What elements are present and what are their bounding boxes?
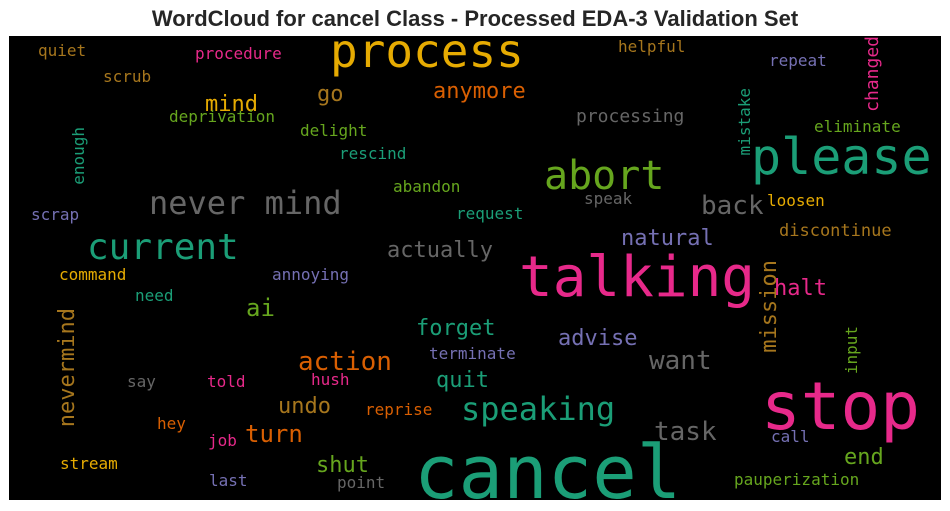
word-request: request: [456, 204, 524, 223]
word-talking: talking: [519, 245, 756, 310]
word-processing: processing: [576, 106, 685, 127]
word-loosen: loosen: [767, 191, 825, 210]
chart-title: WordCloud for cancel Class - Processed E…: [151, 6, 799, 31]
word-shut: shut: [316, 453, 369, 478]
word-deprivation: deprivation: [169, 107, 275, 126]
word-eliminate: eliminate: [814, 117, 901, 136]
word-ai: ai: [246, 294, 275, 322]
word-anymore: anymore: [433, 79, 526, 104]
word-advise: advise: [558, 326, 638, 351]
word-annoying: annoying: [272, 265, 350, 284]
word-quit: quit: [436, 368, 489, 393]
word-delight: delight: [300, 121, 368, 140]
word-end: end: [844, 445, 884, 470]
word-abandon: abandon: [393, 177, 461, 196]
word-forget: forget: [416, 316, 496, 341]
word-quiet: quiet: [38, 41, 87, 60]
word-turn: turn: [245, 420, 303, 448]
word-task: task: [654, 417, 717, 447]
word-current: current: [87, 227, 239, 268]
word-actually: actually: [387, 238, 493, 263]
word-hush: hush: [311, 370, 350, 389]
word-need: need: [135, 286, 174, 305]
word-terminate: terminate: [429, 344, 516, 363]
word-mission: mission: [757, 260, 782, 353]
word-call: call: [771, 427, 810, 446]
word-go: go: [317, 82, 344, 107]
word-cancel: cancel: [414, 430, 682, 500]
word-point: point: [337, 473, 386, 492]
word-stop: stop: [761, 368, 920, 445]
word-input: input: [842, 326, 861, 375]
word-undo: undo: [278, 394, 331, 419]
word-never-mind: never mind: [149, 184, 342, 222]
word-discontinue: discontinue: [779, 221, 892, 241]
word-mistake: mistake: [735, 88, 754, 156]
word-natural: natural: [621, 226, 714, 251]
word-helpful: helpful: [618, 37, 686, 56]
word-command: command: [59, 265, 127, 284]
word-speak: speak: [584, 189, 633, 208]
word-enough: enough: [69, 127, 88, 185]
word-abort: abort: [544, 153, 665, 199]
word-cloud-canvas: cancel stop talking please process abort curre…: [9, 36, 941, 500]
word-hey: hey: [157, 414, 186, 433]
word-pauperization: pauperization: [734, 470, 860, 489]
word-told: told: [207, 372, 246, 391]
word-scrap: scrap: [31, 205, 80, 224]
word-mind: mind: [205, 92, 258, 117]
word-rescind: rescind: [339, 144, 407, 163]
word-action: action: [298, 347, 392, 377]
word-scrub: scrub: [103, 67, 152, 86]
word-procedure: procedure: [195, 44, 282, 63]
word-stream: stream: [60, 454, 118, 473]
word-say: say: [127, 372, 156, 391]
word-last: last: [209, 471, 248, 490]
word-want: want: [649, 346, 712, 376]
word-job: job: [208, 431, 237, 450]
word-nevermind: nevermind: [55, 308, 80, 428]
word-reprise: reprise: [365, 400, 433, 419]
word-speaking: speaking: [461, 390, 616, 428]
word-process: process: [330, 36, 524, 78]
word-please: please: [751, 128, 932, 186]
word-repeat: repeat: [769, 51, 827, 70]
word-changed: changed: [862, 36, 883, 112]
word-back: back: [701, 191, 764, 221]
word-halt: halt: [774, 276, 827, 301]
